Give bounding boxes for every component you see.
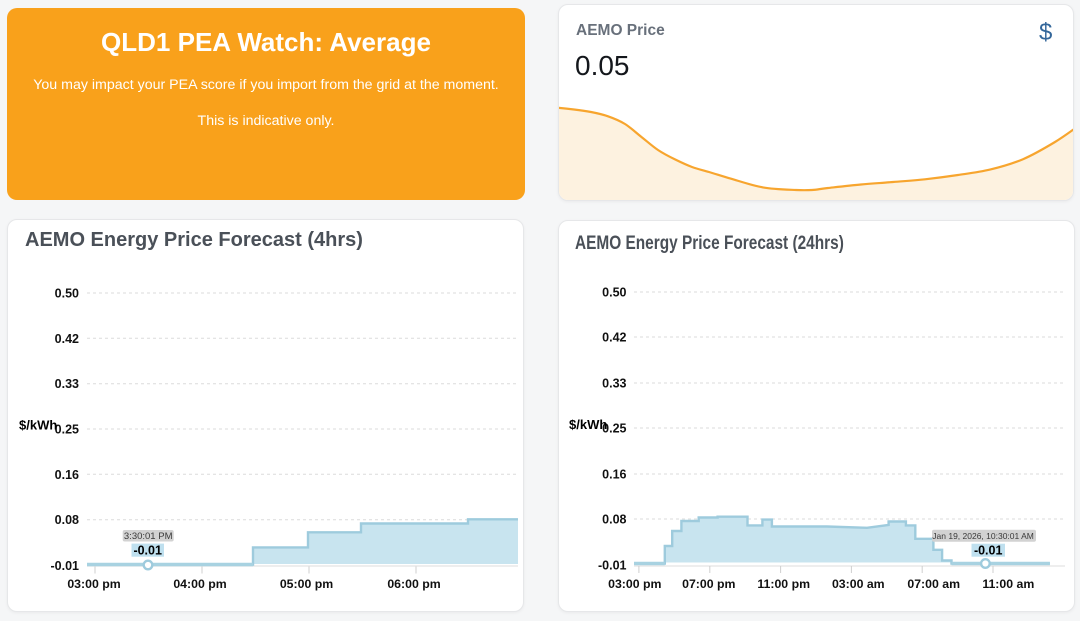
svg-text:-0.01: -0.01 [974, 544, 1003, 558]
svg-text:0.33: 0.33 [55, 377, 79, 391]
svg-text:07:00 pm: 07:00 pm [682, 577, 735, 591]
svg-text:04:00 pm: 04:00 pm [173, 577, 226, 591]
svg-text:$/kWh: $/kWh [569, 417, 607, 432]
svg-text:-0.01: -0.01 [133, 543, 162, 557]
svg-text:0.08: 0.08 [602, 513, 626, 527]
svg-text:0.16: 0.16 [55, 468, 79, 482]
svg-text:Jan 19, 2026, 10:30:01 AM: Jan 19, 2026, 10:30:01 AM [932, 531, 1034, 541]
svg-text:03:00 pm: 03:00 pm [67, 577, 120, 591]
svg-text:-0.01: -0.01 [598, 559, 627, 573]
svg-text:06:00 pm: 06:00 pm [387, 577, 440, 591]
svg-text:11:00 pm: 11:00 pm [757, 577, 810, 591]
svg-text:0.50: 0.50 [55, 287, 79, 301]
svg-text:0.25: 0.25 [602, 422, 626, 436]
svg-text:11:00 am: 11:00 am [982, 577, 1034, 591]
svg-text:0.08: 0.08 [55, 513, 79, 527]
svg-text:0.42: 0.42 [602, 331, 626, 345]
svg-text:0.16: 0.16 [602, 468, 626, 482]
svg-text:0.33: 0.33 [602, 377, 626, 391]
svg-text:07:00 am: 07:00 am [907, 577, 960, 591]
svg-text:$/kWh: $/kWh [19, 418, 57, 433]
svg-text:03:00 pm: 03:00 pm [608, 577, 661, 591]
svg-text:03:00 am: 03:00 am [832, 577, 885, 591]
svg-text:0.25: 0.25 [55, 423, 79, 437]
svg-text:0.50: 0.50 [602, 286, 626, 300]
svg-text:0.42: 0.42 [55, 332, 79, 346]
svg-text:-0.01: -0.01 [51, 559, 80, 573]
svg-text:05:00 pm: 05:00 pm [280, 577, 333, 591]
svg-text:3:30:01 PM: 3:30:01 PM [124, 531, 173, 542]
